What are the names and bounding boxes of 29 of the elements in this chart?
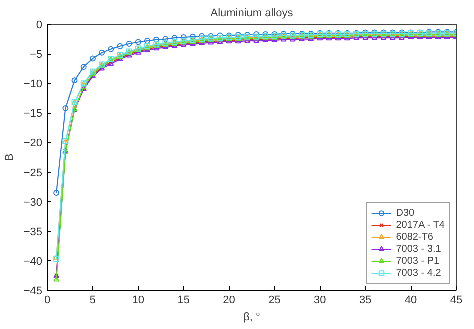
legend-label: 2017A - T4	[396, 219, 445, 231]
y-tick-label: −30	[24, 196, 43, 209]
legend-label: 7003 - 3.1	[396, 243, 442, 255]
x-tick-label: 10	[132, 294, 145, 306]
x-tick-label: 15	[178, 294, 190, 306]
x-tick-label: 45	[450, 294, 463, 306]
x-tick-label: 40	[404, 294, 418, 306]
y-tick-label: 0	[36, 20, 43, 32]
x-axis-title: β, °	[244, 312, 260, 324]
y-tick-label: −15	[24, 108, 43, 120]
y-tick-label: −5	[30, 49, 43, 62]
y-tick-label: −40	[24, 256, 43, 268]
legend-label: 7003 - P1	[396, 255, 440, 267]
legend-label: 6082-T6	[396, 231, 434, 243]
x-tick-label: 5	[90, 294, 96, 306]
x-tick-label: 35	[359, 294, 372, 306]
y-tick-label: −25	[24, 167, 43, 180]
y-tick-label: −10	[24, 78, 43, 91]
x-tick-label: 0	[44, 294, 51, 306]
x-tick-label: 25	[268, 294, 281, 306]
legend-label: 7003 - 4.2	[396, 267, 442, 279]
chart-title: Aluminium alloys	[210, 8, 294, 20]
y-tick-label: −45	[24, 286, 43, 298]
legend-label: D30	[396, 207, 416, 219]
x-tick-label: 20	[223, 294, 236, 306]
y-tick-label: −35	[24, 226, 43, 238]
x-tick-label: 30	[314, 294, 326, 306]
y-tick-label: −20	[24, 138, 43, 150]
y-axis-title: B	[4, 154, 16, 162]
